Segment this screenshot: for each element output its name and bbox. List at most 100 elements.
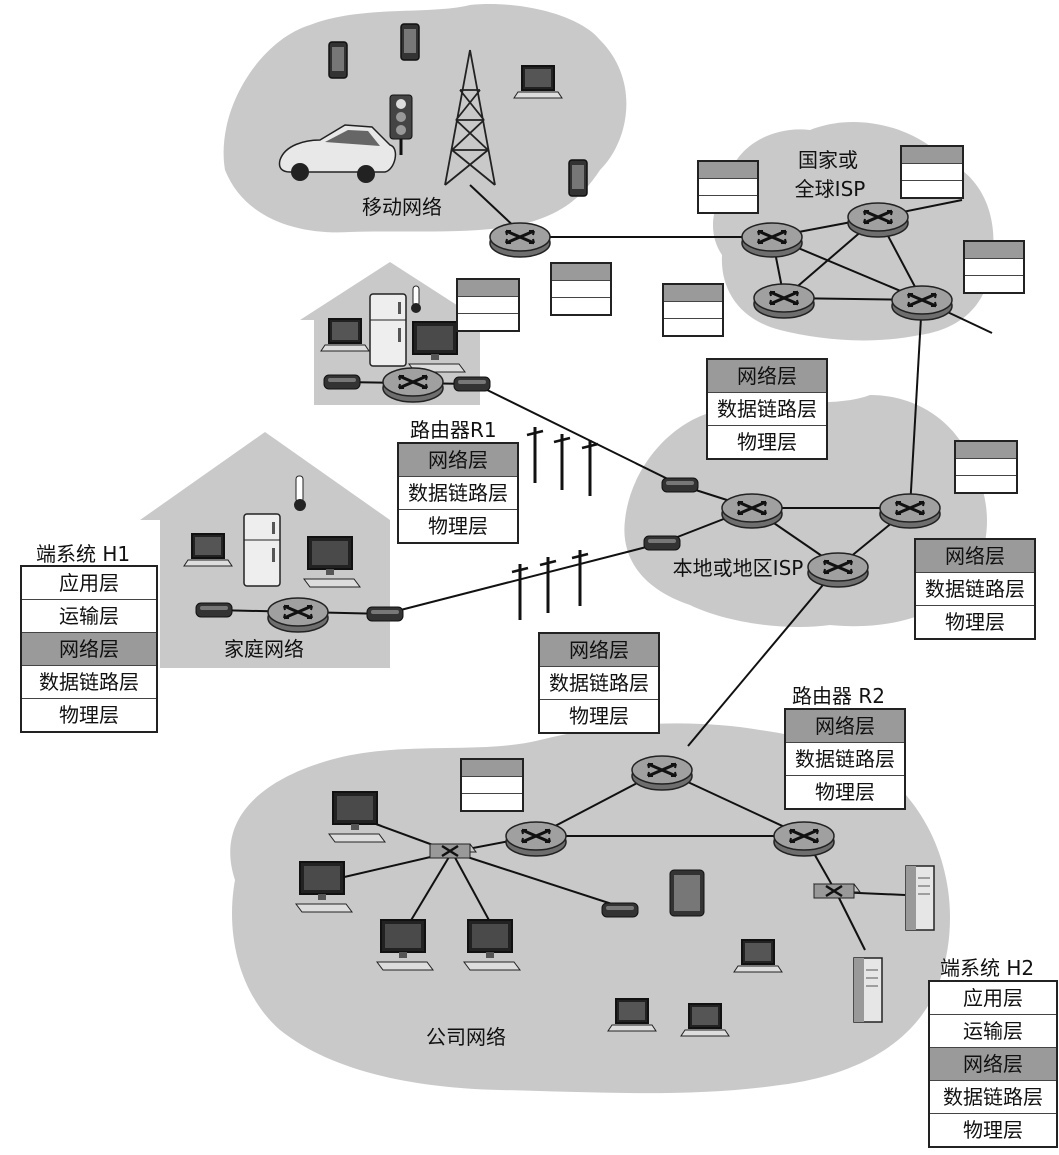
network-layer: 网络层 (930, 1047, 1056, 1080)
mobile-network-label: 移动网络 (362, 195, 442, 219)
physical-layer: 物理层 (399, 509, 517, 542)
router-icon (381, 366, 445, 404)
link-layer: 数据链路层 (540, 666, 658, 699)
utility-poles-upper (525, 425, 600, 498)
router-icon (488, 221, 552, 259)
wireless-access-point-icon (601, 902, 639, 918)
physical-layer: 物理层 (930, 1113, 1056, 1146)
blank-layer-stack (900, 145, 964, 199)
end-system-h2-protocol-stack: 应用层 运输层 网络层 数据链路层 物理层 (928, 980, 1058, 1148)
blank-layer-stack (954, 440, 1018, 494)
laptop-icon (513, 65, 563, 99)
cell-tower-icon (444, 49, 496, 186)
global-isp-label: 国家或 (798, 148, 858, 172)
router-icon (878, 492, 942, 530)
modem-icon (453, 376, 491, 392)
laptop-icon (733, 939, 783, 973)
server-icon (853, 957, 883, 1023)
isp-router-protocol-stack: 网络层 数据链路层 物理层 (706, 358, 828, 460)
enterprise-network-label: 公司网络 (426, 1025, 506, 1049)
blank-layer-stack (456, 278, 520, 332)
network-layer: 网络层 (916, 540, 1034, 572)
router-icon (806, 551, 870, 589)
modem-icon (195, 602, 233, 618)
end-system-h1-label: 端系统 H1 (36, 542, 131, 566)
home-network-label: 家庭网络 (224, 637, 304, 661)
modem-icon (643, 535, 681, 551)
router-icon (772, 820, 836, 858)
router-icon (504, 820, 568, 858)
link-layer: 数据链路层 (930, 1080, 1056, 1113)
desktop-icon (295, 861, 353, 913)
modem-icon (323, 374, 361, 390)
application-layer: 应用层 (963, 986, 1023, 1010)
router-icon (630, 754, 694, 792)
physical-layer: 物理层 (786, 775, 904, 808)
enterprise-network-cloud (230, 723, 950, 1094)
router-r1-label: 路由器R1 (410, 418, 497, 442)
physical-layer: 物理层 (916, 605, 1034, 638)
router-r1-protocol-stack: 网络层 数据链路层 物理层 (397, 442, 519, 544)
link-router-protocol-stack: 网络层 数据链路层 物理层 (538, 632, 660, 734)
server-icon (905, 865, 935, 931)
desktop-icon (328, 791, 386, 843)
laptop-icon (680, 1003, 730, 1037)
network-layer: 网络层 (786, 710, 904, 742)
laptop-icon (607, 998, 657, 1032)
router-icon (846, 201, 910, 239)
modem-icon (366, 606, 404, 622)
traffic-light-icon (389, 94, 413, 155)
switch-icon (812, 882, 862, 900)
laptop-icon (183, 533, 233, 567)
application-layer: 应用层 (59, 571, 119, 595)
fridge-icon (369, 293, 407, 367)
local-isp-label: 本地或地区ISP (673, 556, 804, 580)
blank-layer-stack (460, 758, 524, 812)
thermometer-icon (294, 475, 306, 511)
desktop-icon (376, 919, 434, 971)
end-system-h2-label: 端系统 H2 (940, 956, 1035, 980)
link-layer: 数据链路层 (786, 742, 904, 775)
blank-layer-stack (963, 240, 1025, 294)
network-links (213, 184, 993, 951)
router-icon (266, 596, 330, 634)
link-layer: 数据链路层 (399, 476, 517, 509)
laptop-icon (320, 318, 370, 352)
link-layer: 数据链路层 (708, 392, 826, 425)
router-icon (890, 284, 954, 322)
network-layer: 网络层 (540, 634, 658, 666)
router-r2-label: 路由器 R2 (792, 684, 885, 708)
blank-layer-stack (550, 262, 612, 316)
switch-icon (428, 842, 478, 860)
utility-poles-lower (510, 548, 590, 622)
phone-icon (568, 159, 588, 197)
router-icon (752, 282, 816, 320)
router-icon (740, 221, 804, 259)
tablet-icon (669, 869, 705, 917)
router-r2-protocol-stack: 网络层 数据链路层 物理层 (784, 708, 906, 810)
mobile-network-cloud (223, 4, 627, 233)
thermometer-icon (411, 285, 421, 313)
router-icon (720, 492, 784, 530)
physical-layer: 物理层 (540, 699, 658, 732)
car-icon (278, 124, 397, 183)
local-isp-router-protocol-stack: 网络层 数据链路层 物理层 (914, 538, 1036, 640)
end-system-h1-protocol-stack: 应用层 运输层 网络层 数据链路层 物理层 (20, 565, 158, 733)
desktop-icon (303, 536, 361, 588)
link-layer: 数据链路层 (916, 572, 1034, 605)
modem-icon (661, 477, 699, 493)
network-layer: 网络层 (22, 632, 156, 665)
network-layer: 网络层 (708, 360, 826, 392)
phone-icon (400, 23, 420, 61)
phone-icon (328, 41, 348, 79)
physical-layer: 物理层 (22, 698, 156, 731)
blank-layer-stack (697, 160, 759, 214)
desktop-icon (463, 919, 521, 971)
transport-layer: 运输层 (22, 599, 156, 632)
link-layer: 数据链路层 (22, 665, 156, 698)
blank-layer-stack (662, 283, 724, 337)
network-layer: 网络层 (399, 444, 517, 476)
global-isp-label: 全球ISP (795, 177, 866, 201)
fridge-icon (243, 513, 281, 587)
